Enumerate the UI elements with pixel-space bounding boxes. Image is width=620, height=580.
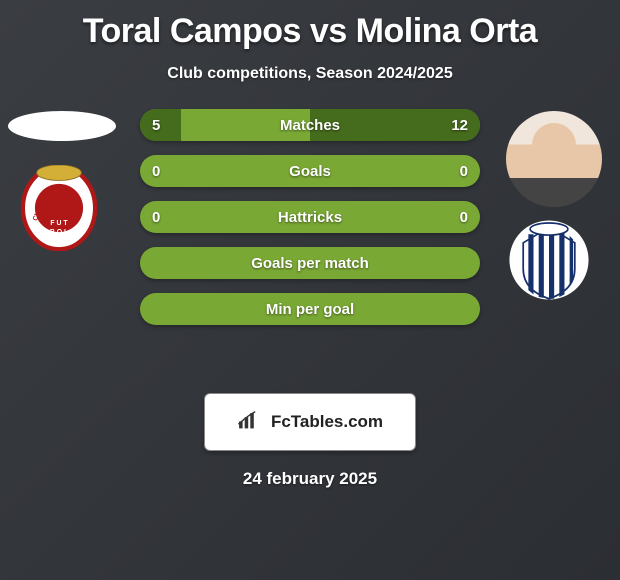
player-left-column: MURCIA F U T B O L CLUB — [8, 111, 116, 251]
player-right-column — [506, 111, 602, 303]
stat-row: 00Hattricks — [140, 201, 480, 233]
stat-row: Min per goal — [140, 293, 480, 325]
svg-text:F U T: F U T — [50, 220, 68, 227]
subtitle: Club competitions, Season 2024/2025 — [0, 65, 620, 83]
page-title: Toral Campos vs Molina Orta — [0, 0, 620, 51]
stat-label: Min per goal — [140, 293, 480, 325]
player-left-avatar — [8, 111, 116, 141]
stat-label: Matches — [140, 109, 480, 141]
stat-label: Goals per match — [140, 247, 480, 279]
comparison-panel: MURCIA F U T B O L CLUB 512Matches 00Goal… — [0, 111, 620, 371]
stat-label: Goals — [140, 155, 480, 187]
stat-row: 00Goals — [140, 155, 480, 187]
stat-row: Goals per match — [140, 247, 480, 279]
svg-text:B O L: B O L — [50, 229, 68, 236]
date-label: 24 february 2025 — [0, 469, 620, 489]
source-logo: FcTables.com — [204, 393, 416, 451]
chart-icon — [237, 410, 265, 435]
player-right-avatar — [506, 111, 602, 207]
stats-container: 512Matches 00Goals 00Hattricks Goals per ma… — [140, 109, 480, 339]
club-left-crest: MURCIA F U T B O L CLUB — [16, 165, 102, 251]
club-right-crest — [506, 217, 592, 303]
stat-row: 512Matches — [140, 109, 480, 141]
stat-label: Hattricks — [140, 201, 480, 233]
svg-text:MURCIA: MURCIA — [45, 190, 73, 197]
source-logo-text: FcTables.com — [271, 412, 383, 432]
